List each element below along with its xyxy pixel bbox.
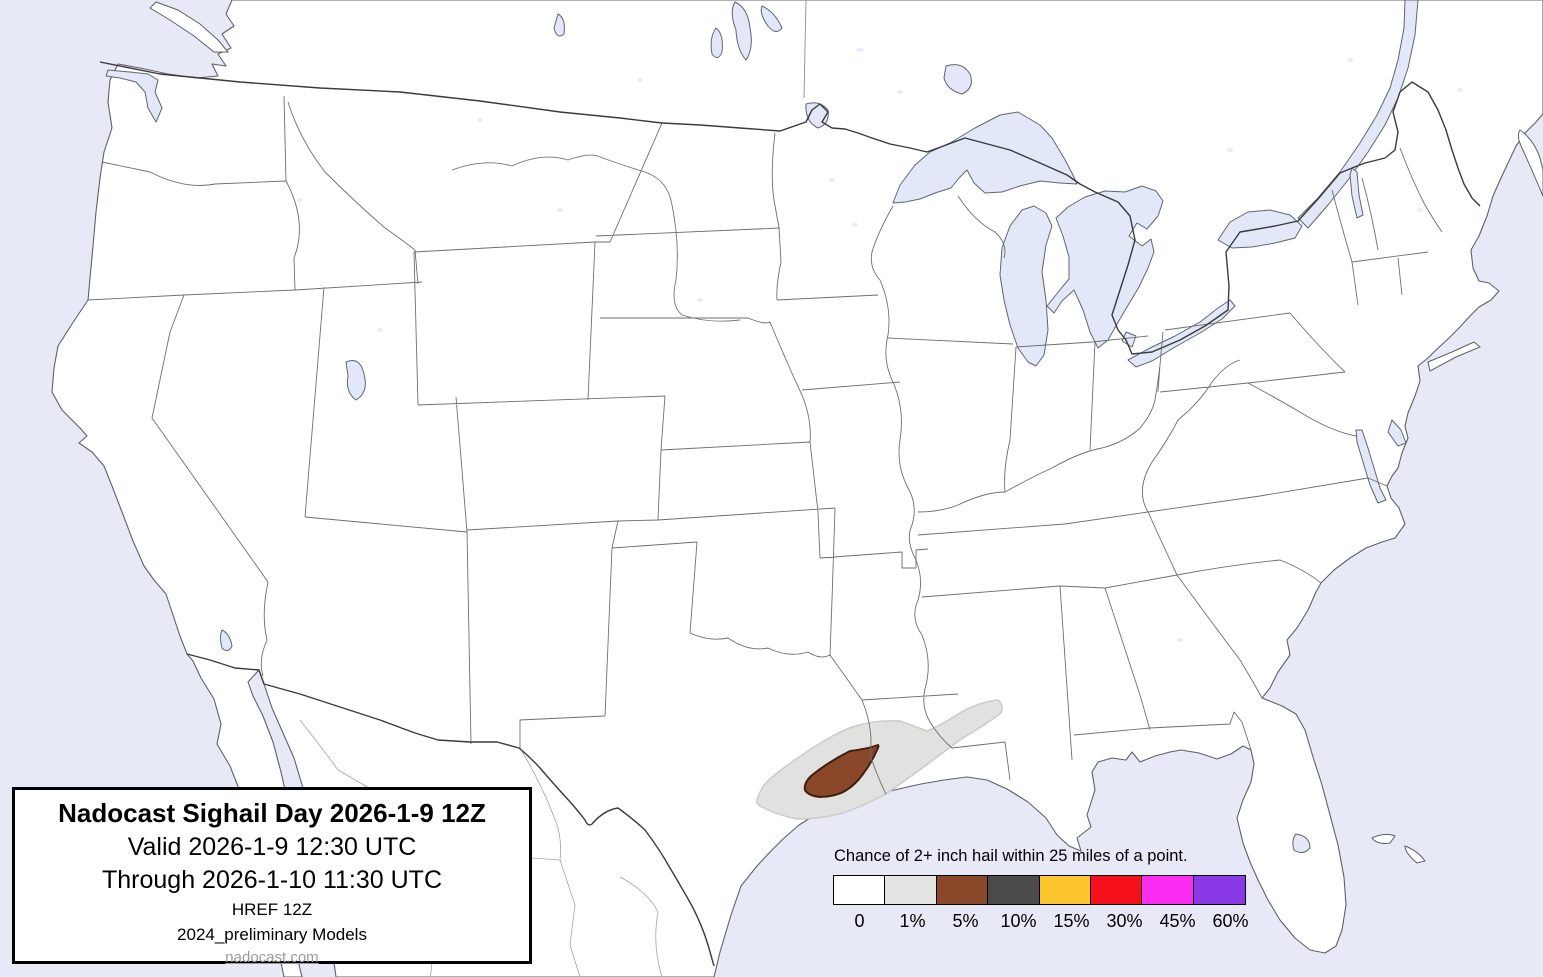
legend-swatches [833, 875, 1257, 905]
delaware-bay [1387, 419, 1407, 447]
puget-sound [105, 69, 163, 123]
lake-nipigon [943, 64, 972, 95]
legend-swatch-1 [884, 875, 938, 905]
lake-superior [892, 111, 1078, 204]
forecast-valid-time: Valid 2026-1-9 12:30 UTC [127, 833, 417, 861]
forecast-through-time: Through 2026-1-10 11:30 UTC [101, 866, 442, 894]
legend-swatch-30 [1090, 875, 1144, 905]
bahamas-island [1371, 833, 1396, 844]
state-borders [87, 95, 1443, 795]
canada-province-border [803, 0, 807, 99]
st-lawrence-river [1297, 0, 1419, 229]
forecast-info-box: Nadocast Sighail Day 2026-1-9 12Z Valid … [12, 787, 532, 966]
canada-lake [710, 27, 723, 58]
small-lakes [297, 48, 1463, 642]
legend-label: 60% [1212, 911, 1249, 931]
landmass [51, 0, 1543, 977]
lake-okeechobee [1292, 833, 1311, 854]
great-salt-lake [345, 360, 366, 401]
legend-swatch-0 [833, 875, 886, 905]
canada-lake [553, 13, 565, 37]
hail-probability-legend: Chance of 2+ inch hail within 25 miles o… [833, 847, 1257, 932]
missouri-river [599, 156, 741, 322]
chesapeake-bay [1355, 429, 1387, 504]
forecast-models-note: 2024_preliminary Models [177, 925, 367, 944]
legend-swatch-10 [987, 875, 1041, 905]
lake-champlain [1349, 167, 1364, 219]
lake-michigan [999, 205, 1053, 367]
islands [149, 1, 1543, 864]
nova-scotia [1517, 129, 1543, 197]
nadocast-link[interactable]: nadocast.com [225, 949, 319, 966]
legend-swatch-60 [1192, 875, 1246, 905]
long-island [1427, 341, 1481, 372]
rivers [451, 154, 741, 322]
legend-label: 1% [899, 911, 926, 931]
lake-huron [1046, 185, 1164, 349]
legend-label: 30% [1106, 911, 1143, 931]
forecast-model: HREF 12Z [231, 900, 313, 919]
legend-title: Chance of 2+ inch hail within 25 miles o… [834, 847, 1188, 865]
legend-label: 5% [952, 911, 979, 931]
legend-label: 15% [1053, 911, 1090, 931]
vancouver-island [149, 1, 230, 53]
canada-border [99, 61, 1481, 355]
contour-5pct [803, 744, 880, 798]
legend-swatch-5 [935, 875, 989, 905]
mexico-border [186, 653, 715, 967]
forecast-title: Nadocast Sighail Day 2026-1-9 12Z [58, 798, 486, 828]
lake-st-clair [1121, 331, 1137, 348]
canada-lake [760, 5, 783, 32]
legend-swatch-45 [1141, 875, 1195, 905]
legend-label: 10% [1000, 911, 1037, 931]
legend-swatch-15 [1038, 875, 1092, 905]
legend-labels: 0 1% 5% 10% 15% 30% 45% 60% [833, 911, 1257, 932]
salton-sea [220, 629, 233, 652]
missouri-river [451, 154, 601, 171]
canada-lake [731, 1, 752, 61]
legend-label: 0 [854, 911, 865, 931]
bahamas-island [1404, 845, 1426, 864]
legend-label: 45% [1159, 911, 1196, 931]
